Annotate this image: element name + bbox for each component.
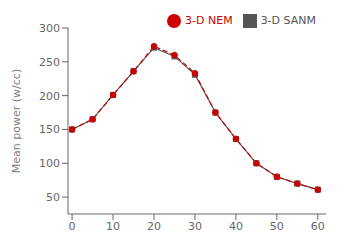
svg-text:50: 50 xyxy=(270,220,284,233)
svg-text:100: 100 xyxy=(39,157,60,170)
svg-text:40: 40 xyxy=(229,220,243,233)
svg-text:200: 200 xyxy=(39,90,60,103)
svg-text:250: 250 xyxy=(39,56,60,69)
svg-text:20: 20 xyxy=(147,220,161,233)
svg-text:50: 50 xyxy=(46,191,60,204)
svg-text:Mean power (w/cc): Mean power (w/cc) xyxy=(10,69,23,173)
svg-text:30: 30 xyxy=(188,220,202,233)
svg-text:10: 10 xyxy=(106,220,120,233)
html-text:3-D NEM: 3-D NEM xyxy=(185,14,233,27)
svg-text:150: 150 xyxy=(39,123,60,136)
html-text:3-D SANM: 3-D SANM xyxy=(260,14,316,27)
svg-text:0: 0 xyxy=(69,220,76,233)
svg-text:60: 60 xyxy=(311,220,325,233)
svg-text:300: 300 xyxy=(39,22,60,35)
